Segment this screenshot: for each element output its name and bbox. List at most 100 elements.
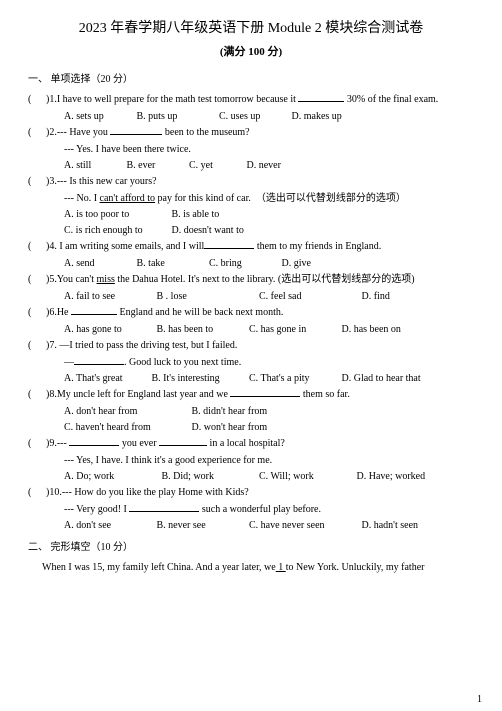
- option-a: A. is too poor to: [64, 207, 169, 223]
- question-row: ( )10.--- How do you like the play Home …: [28, 485, 474, 501]
- stem-text: )1.I have to well prepare for the math t…: [46, 94, 298, 105]
- answer-paren: (: [28, 239, 38, 255]
- option-a: A. Do; work: [64, 469, 159, 485]
- option-c: C. bring: [209, 256, 279, 272]
- question-row: ( )1.I have to well prepare for the math…: [28, 92, 474, 108]
- cloze-blank: 1: [276, 562, 286, 573]
- option-b: B. is able to: [172, 207, 220, 223]
- option-c: C. That's a pity: [249, 371, 339, 387]
- cloze-text: When I was 15, my family left China. And…: [42, 562, 276, 573]
- blank: [74, 356, 124, 365]
- options-row: A. don't see B. never see C. have never …: [28, 518, 474, 534]
- option-c: C. have never seen: [249, 518, 359, 534]
- stem-text: England and he will be back next month.: [117, 307, 283, 318]
- question-row: ( )8.My uncle left for England last year…: [28, 387, 474, 403]
- option-b: B. has been to: [157, 322, 247, 338]
- underlined-text: can't afford to: [100, 193, 155, 204]
- stem-text: )8.My uncle left for England last year a…: [46, 389, 230, 400]
- option-d: D. has been on: [342, 322, 401, 338]
- option-a: A. still: [64, 158, 124, 174]
- question-stem: )2.--- Have you been to the museum?: [38, 125, 474, 141]
- section-heading-2: 二、 完形填空（10 分）: [28, 540, 474, 556]
- options-row: A. send B. take C. bring D. give: [28, 256, 474, 272]
- stem-text: 30% of the final exam.: [344, 94, 438, 105]
- blank: [129, 503, 199, 512]
- question-stem: )3.--- Is this new car yours?: [38, 174, 474, 190]
- option-b: B . lose: [157, 289, 257, 305]
- blank: [69, 437, 119, 446]
- stem-text: them to my friends in England.: [254, 241, 381, 252]
- stem-text: )9.---: [46, 438, 69, 449]
- answer-paren: (: [28, 305, 38, 321]
- dialogue-line: — . Good luck to you next time.: [28, 355, 474, 371]
- stem-text: —: [64, 357, 74, 368]
- stem-text: )4. I am writing some emails, and I will: [46, 241, 204, 252]
- dialogue-line: --- Yes. I have been there twice.: [28, 142, 474, 158]
- options-row: C. haven't heard from D. won't hear from: [28, 420, 474, 436]
- note-text: （选出可以代替划线部分的选项）: [256, 193, 406, 204]
- answer-paren: (: [28, 174, 38, 190]
- answer-paren: (: [28, 485, 38, 501]
- option-d: D. doesn't want to: [172, 223, 244, 239]
- option-d: D. makes up: [292, 109, 342, 125]
- options-row: A. is too poor to B. is able to: [28, 207, 474, 223]
- page-number: 1: [477, 694, 482, 705]
- stem-text: you ever: [119, 438, 159, 449]
- question-stem: )5.You can't miss the Dahua Hotel. It's …: [38, 272, 474, 288]
- options-row: A. sets up B. puts up C. uses up D. make…: [28, 109, 474, 125]
- dialogue-line: --- Very good! I such a wonderful play b…: [28, 502, 474, 518]
- note-text: (选出可以代替划线部分的选项): [278, 274, 415, 285]
- question-stem: )4. I am writing some emails, and I will…: [38, 239, 474, 255]
- question-row: ( )3.--- Is this new car yours?: [28, 174, 474, 190]
- stem-text: been to the museum?: [162, 127, 249, 138]
- blank: [159, 437, 207, 446]
- answer-paren: (: [28, 436, 38, 452]
- answer-paren: (: [28, 272, 38, 288]
- stem-text: )2.--- Have you: [46, 127, 110, 138]
- stem-text: --- Very good! I: [64, 504, 129, 515]
- question-stem: )8.My uncle left for England last year a…: [38, 387, 474, 403]
- question-row: ( )7. —I tried to pass the driving test,…: [28, 338, 474, 354]
- document-subtitle: (满分 100 分): [28, 44, 474, 62]
- stem-text: )6.He: [46, 307, 71, 318]
- section-heading-1: 一、 单项选择（20 分）: [28, 72, 474, 88]
- options-row: A. don't hear from B. didn't hear from: [28, 404, 474, 420]
- blank: [110, 126, 162, 135]
- option-c: C. is rich enough to: [64, 223, 169, 239]
- option-b: B. Did; work: [162, 469, 257, 485]
- stem-text: . Good luck to you next time.: [124, 357, 241, 368]
- blank: [204, 240, 254, 249]
- question-row: ( )2.--- Have you been to the museum?: [28, 125, 474, 141]
- option-a: A. send: [64, 256, 134, 272]
- option-b: B. puts up: [137, 109, 217, 125]
- option-c: C. feel sad: [259, 289, 359, 305]
- option-d: D. won't hear from: [192, 420, 268, 436]
- option-b: B. didn't hear from: [192, 404, 268, 420]
- question-stem: )6.He England and he will be back next m…: [38, 305, 474, 321]
- stem-text: pay for this kind of car.: [155, 193, 251, 204]
- option-b: B. take: [137, 256, 207, 272]
- option-a: A. That's great: [64, 371, 149, 387]
- question-row: ( )4. I am writing some emails, and I wi…: [28, 239, 474, 255]
- stem-text: the Dahua Hotel. It's next to the librar…: [115, 274, 278, 285]
- cloze-text: to New York. Unluckily, my father: [286, 562, 425, 573]
- blank: [71, 306, 117, 315]
- option-d: D. hadn't seen: [362, 518, 419, 534]
- option-a: A. has gone to: [64, 322, 154, 338]
- stem-text: )5.You can't: [46, 274, 97, 285]
- question-stem: )10.--- How do you like the play Home wi…: [38, 485, 474, 501]
- option-a: A. sets up: [64, 109, 134, 125]
- option-c: C. Will; work: [259, 469, 354, 485]
- option-d: D. Have; worked: [357, 469, 426, 485]
- answer-paren: (: [28, 387, 38, 403]
- question-row: ( )9.--- you ever in a local hospital?: [28, 436, 474, 452]
- options-row: A. That's great B. It's interesting C. T…: [28, 371, 474, 387]
- stem-text: --- No. I: [64, 193, 100, 204]
- option-c: C. has gone in: [249, 322, 339, 338]
- option-c: C. yet: [189, 158, 244, 174]
- option-c: C. haven't heard from: [64, 420, 189, 436]
- question-stem: )9.--- you ever in a local hospital?: [38, 436, 474, 452]
- document-title: 2023 年春学期八年级英语下册 Module 2 模块综合测试卷: [28, 18, 474, 40]
- option-d: D. give: [282, 256, 311, 272]
- underlined-text: miss: [97, 274, 115, 285]
